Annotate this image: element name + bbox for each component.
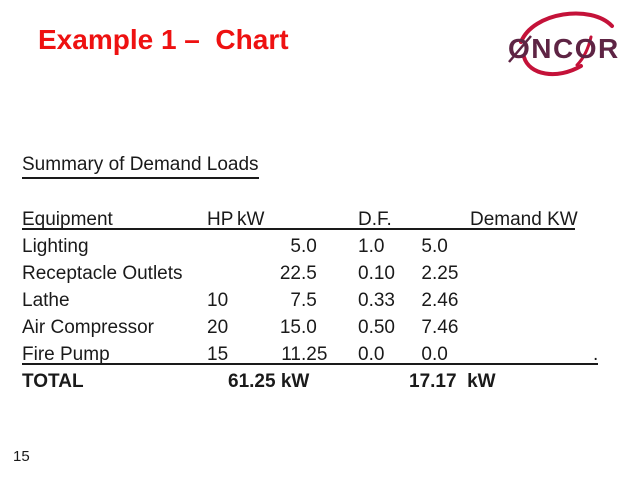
- logo-swoosh-top-arc: [519, 11, 614, 44]
- kw-cell-frac: .5: [301, 290, 317, 311]
- demand-cell-int: 2: [421, 290, 432, 311]
- df-cell: 0.0: [358, 344, 385, 365]
- table-total-row: TOTAL 61.25 kW 17.17 kW: [22, 368, 628, 395]
- logo-swoosh-o-tail: [575, 35, 593, 67]
- table-row-lathe: Lathe 10 7.5 0.33 2.46: [22, 287, 628, 314]
- df-cell: 1.0: [358, 236, 385, 257]
- kw-cell-int: 7: [290, 290, 301, 311]
- hp-cell: 15: [207, 344, 229, 365]
- kw-cell: 5.0: [245, 233, 317, 260]
- demand-cell: 5.0: [388, 233, 448, 260]
- df-cell: 0.33: [358, 290, 395, 311]
- oncor-logo: ONCOR: [508, 11, 620, 76]
- demand-cell: 2.46: [388, 287, 458, 314]
- kw-cell: 11.25: [245, 341, 327, 368]
- header-equipment: Equipment: [22, 209, 113, 230]
- row-underline: [22, 363, 598, 365]
- table-row-air-compressor: Air Compressor 20 15.0 0.50 7.46: [22, 314, 628, 341]
- table-row-receptacle-outlets: Receptacle Outlets 22.5 0.10 2.25: [22, 260, 628, 287]
- equipment-cell: Fire Pump: [22, 344, 110, 365]
- kw-cell-frac: .0: [301, 317, 317, 338]
- hp-cell: 20: [207, 317, 229, 338]
- demand-cell-frac: .0: [432, 344, 448, 365]
- page-number: 15: [13, 448, 30, 465]
- kw-cell: 15.0: [245, 314, 317, 341]
- slide-title: Example 1 – Chart: [38, 24, 289, 55]
- kw-cell-frac: .25: [301, 344, 328, 365]
- table-header-row: Equipment HP kW D.F. Demand KW: [22, 206, 628, 233]
- kw-cell: 7.5: [245, 287, 317, 314]
- demand-cell-int: 2: [421, 263, 432, 284]
- demand-cell-int: 5: [421, 236, 432, 257]
- kw-cell-int: 5: [290, 236, 301, 257]
- df-cell: 0.10: [358, 263, 395, 284]
- table-row-lighting: Lighting 5.0 1.0 5.0: [22, 233, 628, 260]
- kw-cell-frac: .5: [301, 263, 317, 284]
- header-hp: HP: [207, 209, 234, 230]
- total-label: TOTAL: [22, 371, 84, 392]
- demand-cell-int: 7: [421, 317, 432, 338]
- total-demand-kw: 17.17 kW: [409, 371, 496, 392]
- kw-cell-int: 15: [279, 317, 301, 338]
- demand-cell: 2.25: [388, 260, 458, 287]
- hp-cell: 10: [207, 290, 229, 311]
- logo-text: ONCOR: [508, 33, 620, 64]
- demand-cell-frac: .46: [432, 290, 459, 311]
- kw-cell-frac: .0: [301, 236, 317, 257]
- header-underline: [22, 228, 575, 230]
- demand-loads-table: Equipment HP kW D.F. Demand KW Lighting 5…: [22, 206, 628, 395]
- logo-swoosh-bottom-arc: [522, 55, 583, 76]
- table-row-fire-pump: Fire Pump 15 11.25 0.0 0.0.: [22, 341, 628, 368]
- df-cell: 0.50: [358, 317, 395, 338]
- kw-cell: 22.5: [245, 260, 317, 287]
- equipment-cell: Lathe: [22, 290, 70, 311]
- kw-cell-int: 11: [281, 344, 301, 365]
- demand-cell-int: 0: [421, 344, 432, 365]
- header-demand-kw: Demand KW: [470, 209, 578, 230]
- demand-cell-frac: .46: [432, 317, 459, 338]
- equipment-cell: Receptacle Outlets: [22, 263, 183, 284]
- equipment-cell: Air Compressor: [22, 317, 154, 338]
- demand-cell: 0.0: [388, 341, 448, 368]
- logo-o-slash: [508, 35, 532, 63]
- trailing-period: .: [593, 344, 599, 365]
- equipment-cell: Lighting: [22, 236, 89, 257]
- total-kw-value: 61.25 kW: [228, 371, 310, 392]
- demand-cell-frac: .25: [432, 263, 459, 284]
- table-heading: Summary of Demand Loads: [22, 154, 259, 179]
- demand-cell-frac: .0: [432, 236, 448, 257]
- kw-cell-int: 22: [279, 263, 301, 284]
- demand-cell: 7.46: [388, 314, 458, 341]
- header-kw: kW: [237, 209, 265, 230]
- table-body: Lighting 5.0 1.0 5.0 Receptacle Outlets 22.5 0…: [22, 233, 628, 368]
- header-df: D.F.: [358, 209, 392, 230]
